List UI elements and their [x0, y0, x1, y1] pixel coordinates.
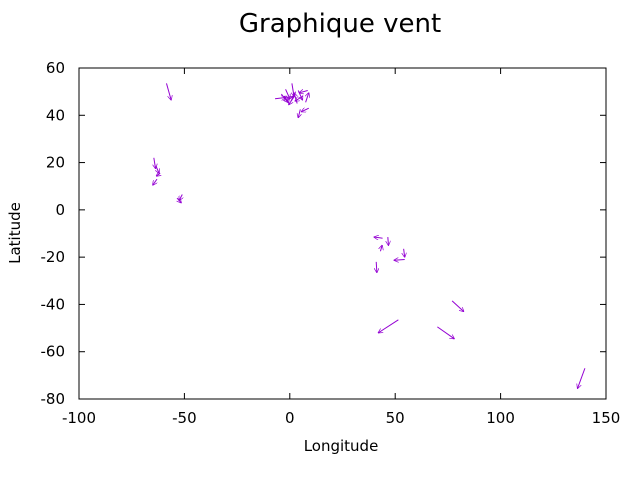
- wind-vector-arrow: [166, 83, 171, 100]
- wind-vector-arrow: [376, 261, 377, 273]
- wind-vector-arrow: [299, 90, 308, 92]
- chart-title: Graphique vent: [239, 9, 441, 39]
- x-tick-label: 50: [386, 409, 405, 427]
- y-tick-label: 0: [55, 201, 65, 219]
- y-tick-label: 20: [46, 154, 65, 172]
- x-tick-label: 100: [486, 409, 515, 427]
- plot-frame: [78, 67, 607, 400]
- y-tick-label: -80: [41, 390, 66, 408]
- x-axis-label: Longitude: [304, 437, 379, 455]
- axis-ticks: [78, 67, 607, 400]
- wind-vector-arrow: [153, 178, 157, 185]
- wind-vector-arrow: [374, 237, 383, 238]
- y-tick-label: -20: [41, 248, 66, 266]
- y-tick-labels: -80 -60 -40 -20 0 20 40 60: [41, 59, 66, 408]
- wind-vector-arrow: [306, 93, 309, 103]
- wind-vector-arrow: [295, 95, 303, 101]
- wind-vector-arrow: [404, 248, 405, 257]
- wind-vectors: [153, 83, 586, 388]
- wind-vector-arrow: [156, 173, 160, 176]
- wind-vector-arrow: [179, 194, 182, 200]
- x-tick-label: -50: [172, 409, 197, 427]
- wind-vector-arrow: [378, 319, 399, 333]
- x-tick-labels: -100 -50 0 50 100 150: [62, 409, 620, 427]
- wind-vector-arrow: [156, 165, 159, 173]
- wind-vector-arrow: [380, 245, 382, 252]
- x-tick-label: -100: [62, 409, 96, 427]
- y-tick-label: -60: [41, 343, 66, 361]
- wind-vector-arrow: [286, 96, 293, 102]
- wind-vector-arrow: [301, 108, 309, 112]
- wind-vector-arrow: [292, 83, 294, 96]
- wind-vector-arrow: [388, 237, 389, 245]
- wind-vector-arrow: [451, 300, 464, 312]
- wind-vector-arrow: [294, 93, 297, 104]
- wind-vector-arrow: [437, 326, 454, 339]
- wind-vector-arrow: [394, 260, 405, 261]
- wind-vector-arrow: [578, 368, 586, 388]
- wind-vector-arrow: [298, 109, 300, 117]
- y-axis-label: Latitude: [6, 202, 24, 264]
- y-tick-label: -40: [41, 295, 66, 313]
- y-tick-label: 40: [46, 106, 65, 124]
- x-tick-label: 150: [592, 409, 621, 427]
- x-tick-label: 0: [285, 409, 295, 427]
- wind-vector-arrow: [285, 89, 290, 98]
- wind-vector-arrow: [154, 157, 156, 169]
- y-tick-label: 60: [46, 59, 65, 77]
